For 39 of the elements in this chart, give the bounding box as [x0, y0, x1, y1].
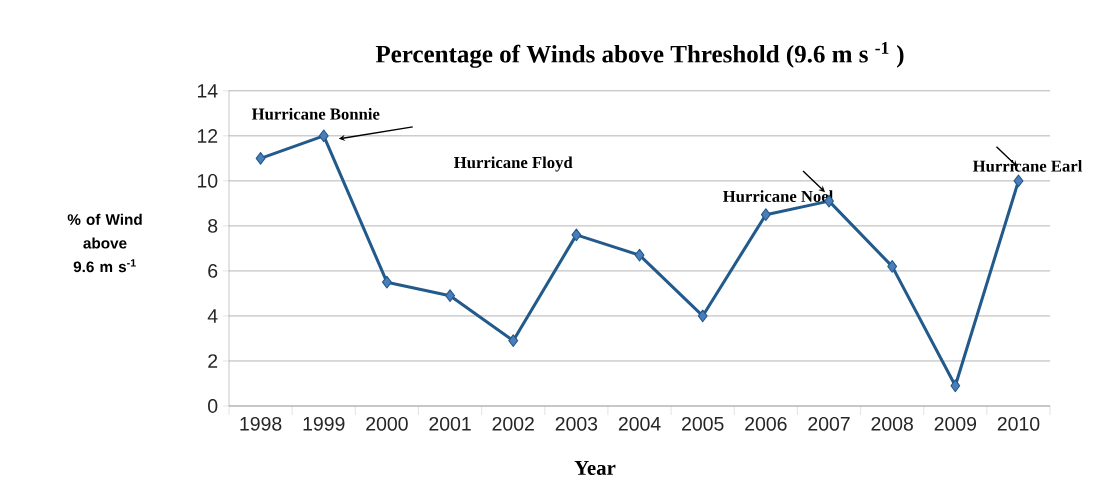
y-tick-label: 0: [208, 399, 218, 413]
x-tick-label: 2000: [366, 416, 408, 431]
x-tick-label: 2007: [808, 416, 850, 431]
point: [445, 289, 455, 303]
y-tick-label: 2: [208, 354, 218, 368]
point: [508, 334, 519, 348]
y-tick-label: 4: [207, 309, 218, 323]
y-tick-label: 14: [197, 84, 218, 98]
point: [255, 151, 266, 165]
point: [887, 260, 898, 273]
y-tick-label: 12: [197, 129, 218, 143]
point: [1013, 174, 1024, 188]
x-tick-label: 2002: [492, 416, 534, 431]
point: [760, 208, 771, 222]
point: [571, 228, 582, 242]
x-tick-label: 2008: [871, 416, 913, 431]
point: [950, 379, 961, 393]
x-tick-label: 1999: [303, 416, 345, 431]
x-tick-label: 2004: [618, 416, 661, 431]
y-tick-label: 10: [197, 173, 218, 188]
x-tick-label: 2006: [745, 416, 787, 431]
x-tick-label: 2005: [682, 416, 724, 431]
annotation: Hurricane Floyd: [454, 156, 573, 172]
chart-title: Percentage of Winds above Threshold (9.6 m s $^{-1}$ ): [375, 42, 904, 68]
point: [381, 275, 392, 289]
x-tick-label: 2001: [429, 416, 471, 431]
annotation: Hurricane Earl: [972, 159, 1083, 172]
x-tick-label: 2009: [934, 416, 977, 431]
y-axis-title: % of Wind above 9.6 m s$^{-1}$: [67, 213, 142, 273]
y-tick-label: 8: [208, 218, 218, 233]
annotation: Hurricane Bonnie: [251, 107, 380, 120]
point: [697, 309, 708, 323]
x-tick-label: 2010: [997, 416, 1040, 431]
y-tick-label: 6: [208, 264, 218, 278]
point: [318, 129, 329, 143]
x-tick-label: 2003: [555, 416, 598, 431]
point: [634, 248, 645, 262]
x-axis-title: Year: [574, 461, 616, 475]
x-tick-label: 1998: [240, 416, 282, 431]
